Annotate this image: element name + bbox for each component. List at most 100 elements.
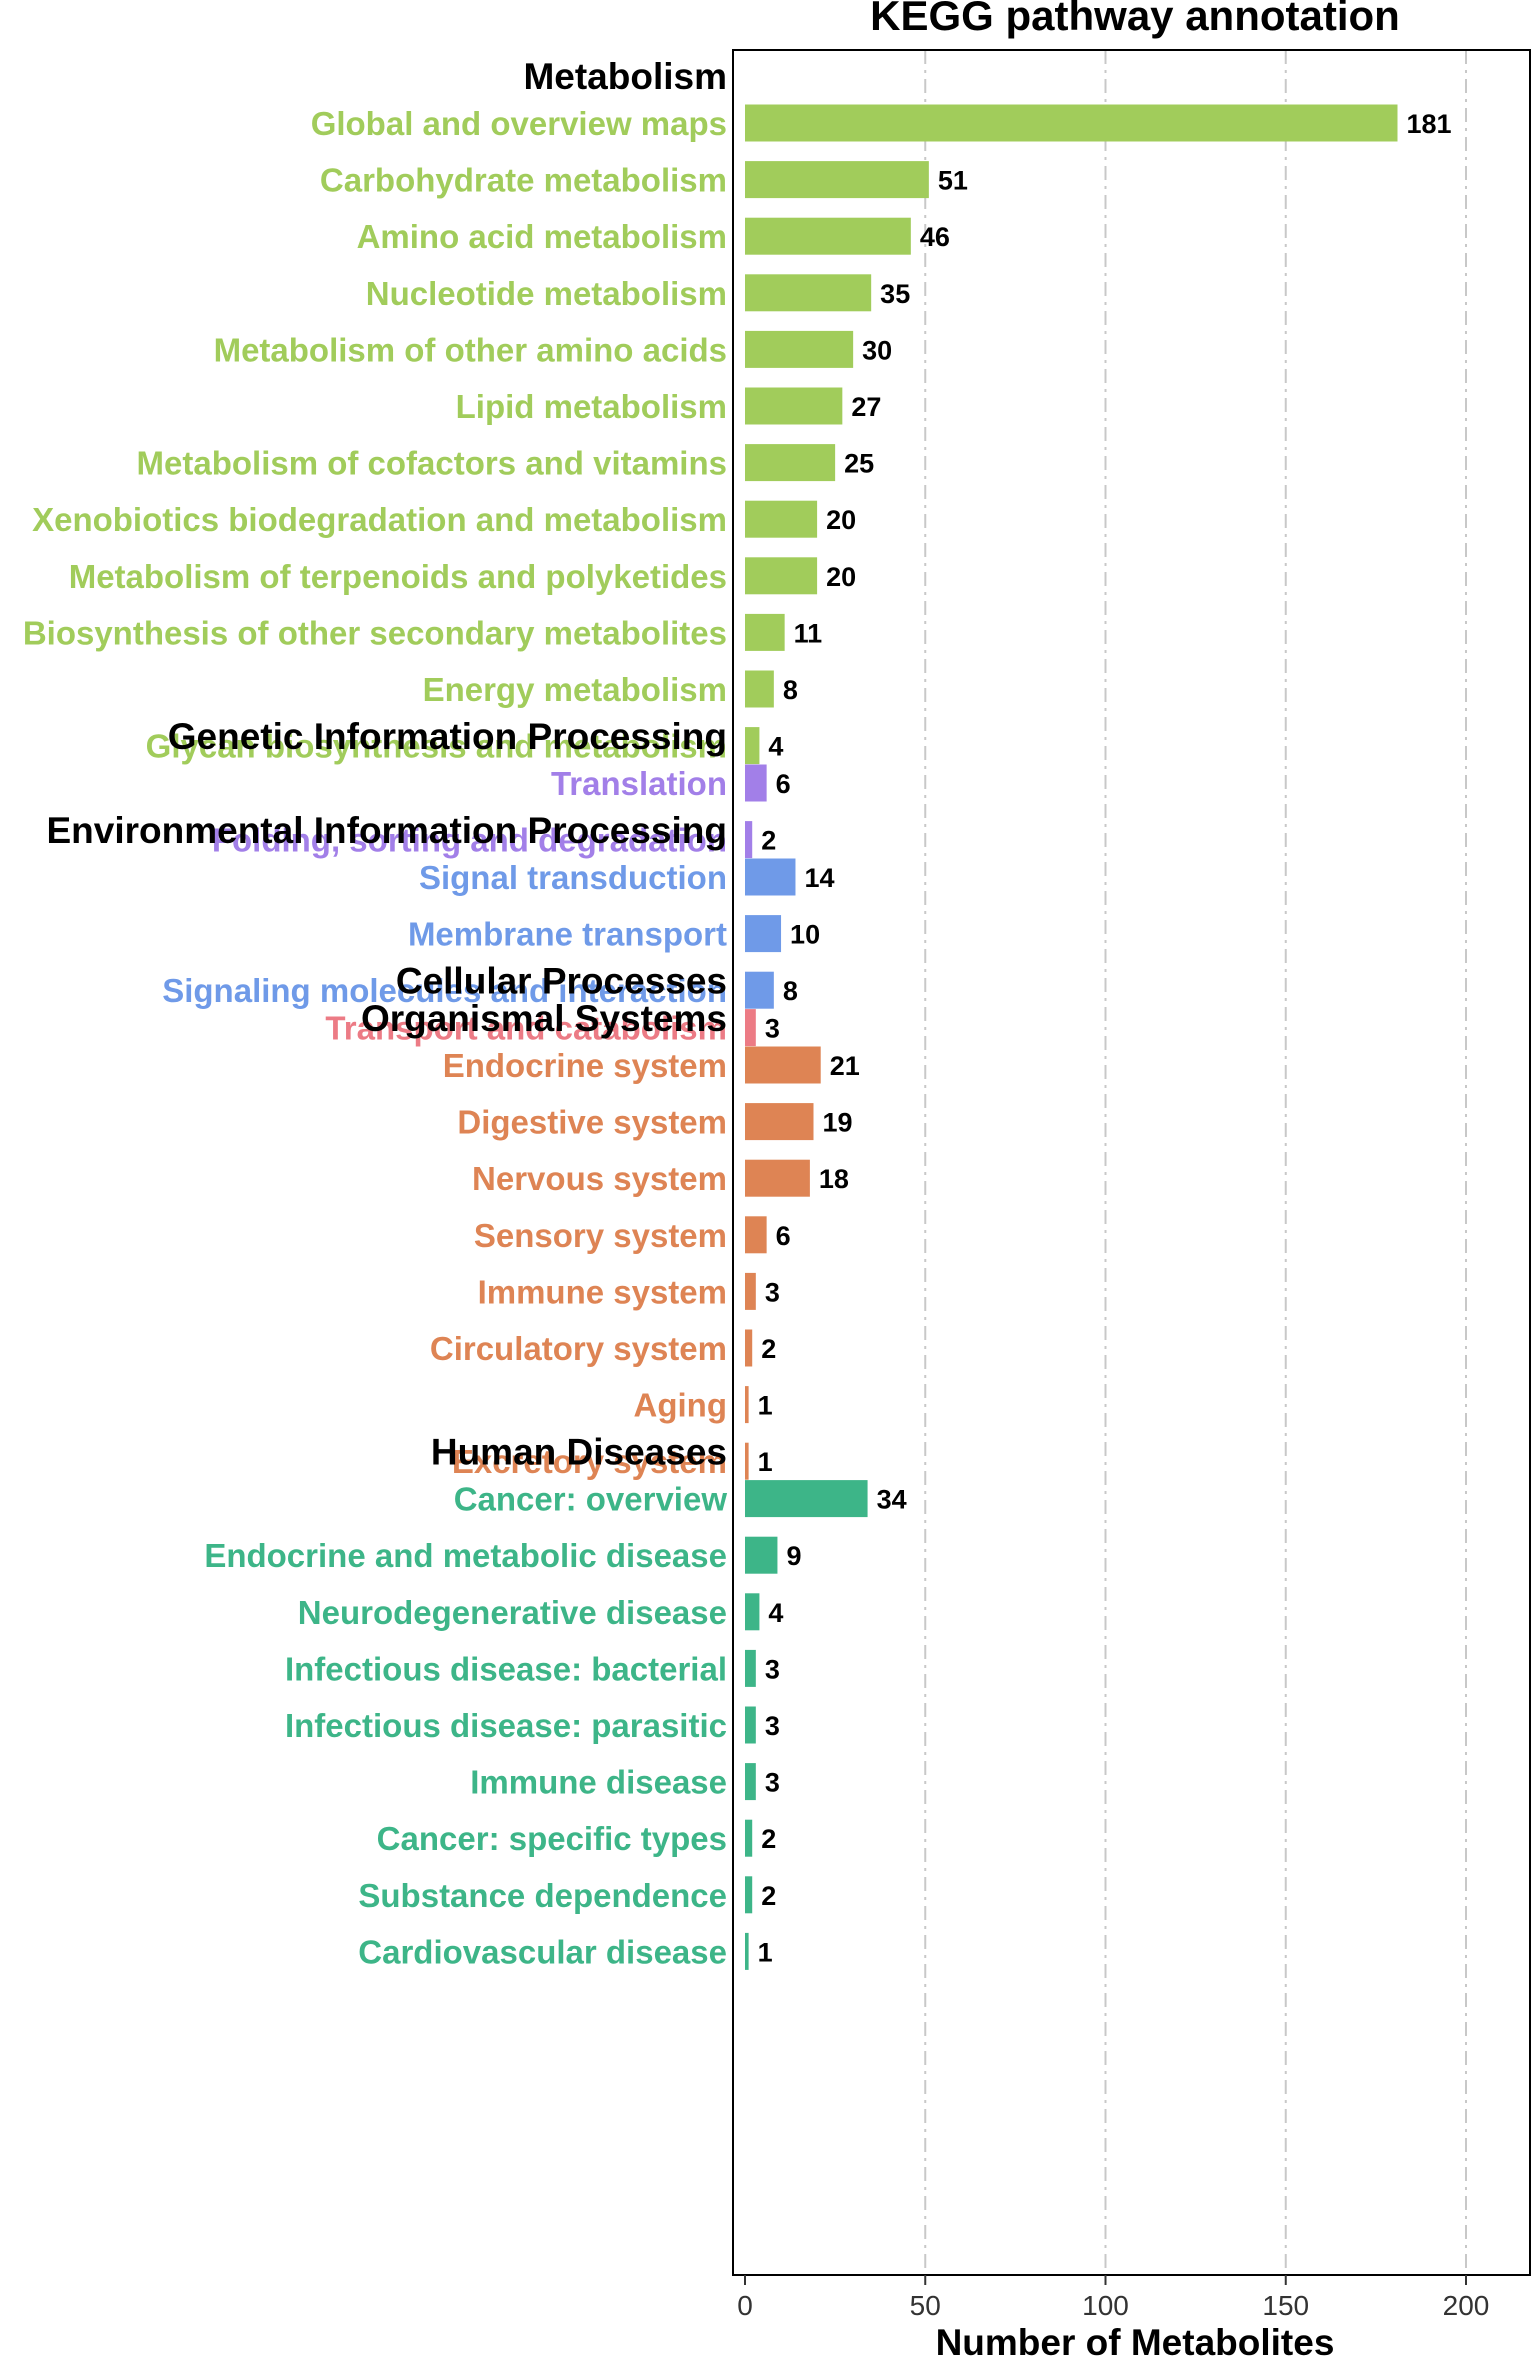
value-label-lipid-metabolism: 27 [851,392,881,422]
category-label-signaling-molecules-and-interaction: Signaling molecules and interaction [162,972,727,1009]
bar-cancer-specific-types [745,1819,753,1857]
bar-substance-dependence [745,1876,753,1914]
group-label-environmental-information-processing: Environmental Information Processing [46,810,727,851]
x-axis-title: Number of Metabolites [936,2322,1335,2363]
value-label-circulatory-system: 2 [761,1334,776,1364]
value-label-glycan-biosynthesis-and-metabolism: 4 [768,732,783,762]
bar-nucleotide-metabolism [745,274,872,312]
value-label-signal-transduction: 14 [804,863,834,893]
plot-frame [732,49,1531,2276]
bar-glycan-biosynthesis-and-metabolism [745,727,760,765]
bar-energy-metabolism [745,670,774,708]
bar-metabolism-of-other-amino-acids [745,330,854,368]
category-label-immune-system: Immune system [478,1273,727,1310]
x-tick-label-50: 50 [910,2290,941,2321]
x-tick-label-150: 150 [1262,2290,1309,2321]
category-label-xenobiotics-biodegradation-and-metabolism: Xenobiotics biodegradation and metabolis… [32,501,727,538]
value-label-substance-dependence: 2 [761,1881,776,1911]
bar-translation [745,764,767,802]
x-tick-label-0: 0 [737,2290,753,2321]
bar-lipid-metabolism [745,387,843,425]
value-label-amino-acid-metabolism: 46 [920,222,950,252]
bar-infectious-disease-bacterial [745,1649,756,1687]
category-label-energy-metabolism: Energy metabolism [423,671,727,708]
value-label-folding-sorting-and-degradation: 2 [761,826,776,856]
value-label-immune-system: 3 [765,1277,780,1307]
group-label-organismal-systems: Organismal Systems [361,998,727,1039]
bar-aging [745,1386,749,1424]
bar-nervous-system [745,1159,810,1197]
category-label-aging: Aging [634,1387,727,1424]
bar-biosynthesis-of-other-secondary-metabolites [745,613,785,651]
category-label-neurodegenerative-disease: Neurodegenerative disease [298,1594,727,1631]
bar-metabolism-of-terpenoids-and-polyketides [745,557,818,595]
bars [745,104,1398,1970]
bar-folding-sorting-and-degradation [745,821,753,859]
value-label-transport-and-catabolism: 3 [765,1014,780,1044]
bar-signaling-molecules-and-interaction [745,971,774,1009]
category-label-cancer-overview: Cancer: overview [454,1481,728,1518]
x-tick-label-200: 200 [1443,2290,1490,2321]
category-label-endocrine-system: Endocrine system [443,1047,727,1084]
category-label-endocrine-and-metabolic-disease: Endocrine and metabolic disease [204,1537,727,1574]
category-label-nucleotide-metabolism: Nucleotide metabolism [366,275,727,312]
bar-endocrine-and-metabolic-disease [745,1536,778,1574]
value-label-neurodegenerative-disease: 4 [768,1598,783,1628]
bar-metabolism-of-cofactors-and-vitamins [745,444,836,482]
value-label-nervous-system: 18 [819,1164,849,1194]
bar-carbohydrate-metabolism [745,161,929,199]
category-label-metabolism-of-cofactors-and-vitamins: Metabolism of cofactors and vitamins [137,445,727,482]
value-label-translation: 6 [776,769,791,799]
value-label-carbohydrate-metabolism: 51 [938,166,968,196]
bar-amino-acid-metabolism [745,217,911,255]
category-label-glycan-biosynthesis-and-metabolism: Glycan biosynthesis and metabolism [146,728,727,765]
value-label-signaling-molecules-and-interaction: 8 [783,976,798,1006]
bar-digestive-system [745,1103,814,1141]
x-tick-label-100: 100 [1082,2290,1129,2321]
category-labels: Metabolism Global and overview maps Carboh… [23,56,728,1970]
category-label-cardiovascular-disease: Cardiovascular disease [358,1933,727,1970]
bar-immune-system [745,1272,756,1310]
chart-title: KEGG pathway annotation [870,0,1400,39]
value-label-endocrine-system: 21 [830,1051,860,1081]
category-label-carbohydrate-metabolism: Carbohydrate metabolism [320,162,727,199]
value-labels: 1815146353027252020118462141083211918632… [758,109,1452,1967]
value-label-cancer-overview: 34 [877,1485,907,1515]
x-axis-ticks: 0 50 100 150 200 [737,2275,1489,2321]
category-label-membrane-transport: Membrane transport [408,916,727,953]
category-label-folding-sorting-and-degradation: Folding, sorting and degradation [212,822,727,859]
value-label-metabolism-of-terpenoids-and-polyketides: 20 [826,562,856,592]
group-label-cellular-processes: Cellular Processes [396,961,727,1002]
value-label-endocrine-and-metabolic-disease: 9 [786,1541,801,1571]
value-label-sensory-system: 6 [776,1221,791,1251]
category-label-signal-transduction: Signal transduction [419,859,727,896]
category-label-translation: Translation [551,765,727,802]
bar-transport-and-catabolism [745,1009,756,1047]
bar-immune-disease [745,1763,756,1801]
category-label-substance-dependence: Substance dependence [358,1877,727,1914]
bar-global-and-overview-maps [745,104,1398,142]
bar-cancer-overview [745,1480,868,1518]
group-label-genetic-information-processing: Genetic Information Processing [168,716,727,757]
bar-circulatory-system [745,1329,753,1367]
value-label-aging: 1 [758,1391,773,1421]
bar-neurodegenerative-disease [745,1593,760,1631]
category-label-sensory-system: Sensory system [474,1217,727,1254]
value-label-cardiovascular-disease: 1 [758,1937,773,1967]
value-label-metabolism-of-cofactors-and-vitamins: 25 [844,449,874,479]
bar-xenobiotics-biodegradation-and-metabolism [745,500,818,538]
value-label-infectious-disease-parasitic: 3 [765,1711,780,1741]
category-label-circulatory-system: Circulatory system [430,1330,727,1367]
bar-excretory-system [745,1442,749,1480]
category-label-global-and-overview-maps: Global and overview maps [311,105,727,142]
bar-membrane-transport [745,915,782,953]
category-label-nervous-system: Nervous system [472,1160,727,1197]
value-label-biosynthesis-of-other-secondary-metabolites: 11 [794,618,823,648]
value-label-excretory-system: 1 [758,1447,773,1477]
value-label-membrane-transport: 10 [790,920,820,950]
bar-infectious-disease-parasitic [745,1706,756,1744]
value-label-infectious-disease-bacterial: 3 [765,1654,780,1684]
category-label-amino-acid-metabolism: Amino acid metabolism [357,218,727,255]
